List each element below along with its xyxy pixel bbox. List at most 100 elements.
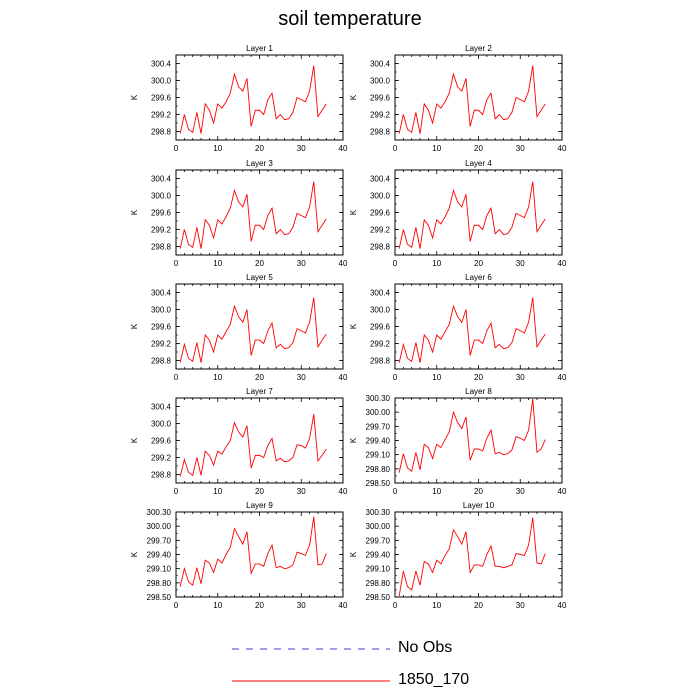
y-tick-label: 300.0 xyxy=(370,192,391,201)
y-tick-label: 299.70 xyxy=(366,422,391,431)
x-tick-label: 40 xyxy=(339,601,348,610)
y-tick-label: 298.50 xyxy=(366,593,391,602)
y-tick-label: 298.8 xyxy=(151,128,172,137)
y-axis-label: K xyxy=(130,437,139,443)
x-tick-label: 20 xyxy=(474,487,483,496)
plot-frame xyxy=(394,169,563,256)
x-tick-label: 20 xyxy=(474,259,483,268)
plot-frame xyxy=(175,169,344,256)
panel-layer-8: Layer 8 K 0 10 20 30 40 298.50 298.80 299.10 299.4… xyxy=(349,387,567,496)
panel-title: Layer 5 xyxy=(246,273,273,282)
panel-title: Layer 8 xyxy=(465,387,492,396)
y-axis-label: K xyxy=(130,323,139,329)
panel-title: Layer 7 xyxy=(246,387,273,396)
y-tick-label: 299.2 xyxy=(370,226,391,235)
y-tick-label: 300.4 xyxy=(370,60,391,69)
plot-frame xyxy=(394,54,563,141)
panel-title: Layer 4 xyxy=(465,159,492,168)
panel-title: Layer 3 xyxy=(246,159,273,168)
y-tick-label: 300.0 xyxy=(151,77,172,86)
y-tick-label: 298.80 xyxy=(366,465,391,474)
x-tick-label: 10 xyxy=(432,144,441,153)
y-tick-label: 300.0 xyxy=(151,306,172,315)
series-line xyxy=(398,398,546,473)
x-tick-label: 0 xyxy=(174,373,179,382)
plot-frame xyxy=(394,283,563,370)
y-tick-label: 298.80 xyxy=(366,579,391,588)
panel-title: Layer 10 xyxy=(463,501,495,510)
x-tick-label: 10 xyxy=(432,373,441,382)
y-tick-label: 300.0 xyxy=(151,420,172,429)
x-tick-label: 30 xyxy=(516,259,525,268)
y-axis-label: K xyxy=(130,551,139,557)
x-tick-label: 10 xyxy=(213,144,222,153)
panel-layer-2: Layer 2 K 0 10 20 30 40 298.8 299.2 299.6 300.0 300… xyxy=(349,44,567,153)
series-line xyxy=(398,517,546,597)
y-tick-label: 299.6 xyxy=(370,94,391,103)
plot-frame xyxy=(394,397,563,484)
y-tick-label: 299.6 xyxy=(370,323,391,332)
y-tick-label: 298.8 xyxy=(370,128,391,137)
y-tick-label: 300.0 xyxy=(370,77,391,86)
x-tick-label: 40 xyxy=(339,487,348,496)
y-tick-label: 298.50 xyxy=(147,593,172,602)
panel-title: Layer 9 xyxy=(246,501,273,510)
x-tick-label: 40 xyxy=(339,373,348,382)
x-tick-label: 40 xyxy=(558,487,567,496)
y-tick-label: 299.6 xyxy=(370,209,391,218)
x-tick-label: 10 xyxy=(213,259,222,268)
y-axis-label: K xyxy=(349,437,358,443)
series-line xyxy=(179,181,327,249)
y-axis-label: K xyxy=(349,323,358,329)
plot-frame xyxy=(175,511,344,598)
x-tick-label: 0 xyxy=(393,487,398,496)
x-tick-label: 30 xyxy=(297,487,306,496)
panel-layer-5: Layer 5 K 0 10 20 30 40 298.8 299.2 299.6 300.0 300… xyxy=(130,273,348,382)
x-tick-label: 10 xyxy=(213,487,222,496)
y-tick-label: 299.2 xyxy=(151,111,172,120)
y-tick-label: 300.4 xyxy=(151,289,172,298)
panel-layer-4: Layer 4 K 0 10 20 30 40 298.8 299.2 299.6 300.0 300… xyxy=(349,159,567,268)
y-tick-label: 299.2 xyxy=(370,340,391,349)
x-tick-label: 40 xyxy=(558,373,567,382)
x-tick-label: 20 xyxy=(255,601,264,610)
series-line xyxy=(398,65,546,134)
x-tick-label: 30 xyxy=(516,144,525,153)
panel-layer-3: Layer 3 K 0 10 20 30 40 298.8 299.2 299.6 300.0 300… xyxy=(130,159,348,268)
panel-layer-9: Layer 9 K 0 10 20 30 40 298.50 298.80 299.10 299.4… xyxy=(130,501,348,610)
y-tick-label: 299.6 xyxy=(151,437,172,446)
y-tick-label: 300.30 xyxy=(366,508,391,517)
panel-title: Layer 6 xyxy=(465,273,492,282)
x-tick-label: 0 xyxy=(393,144,398,153)
series-line xyxy=(179,516,327,587)
x-tick-label: 20 xyxy=(474,373,483,382)
y-tick-label: 299.6 xyxy=(151,94,172,103)
y-tick-label: 300.30 xyxy=(147,508,172,517)
y-tick-label: 298.8 xyxy=(370,357,391,366)
x-tick-label: 30 xyxy=(516,487,525,496)
y-tick-label: 299.6 xyxy=(151,323,172,332)
x-tick-label: 20 xyxy=(255,487,264,496)
y-tick-label: 299.40 xyxy=(147,551,172,560)
y-tick-label: 299.2 xyxy=(151,226,172,235)
y-tick-label: 300.00 xyxy=(366,522,391,531)
series-line xyxy=(398,181,546,249)
panel-layer-6: Layer 6 K 0 10 20 30 40 298.8 299.2 299.6 300.0 300… xyxy=(349,273,567,382)
x-tick-label: 40 xyxy=(558,144,567,153)
series-line xyxy=(398,297,546,363)
y-tick-label: 299.40 xyxy=(366,437,391,446)
x-tick-label: 0 xyxy=(393,259,398,268)
y-tick-label: 300.4 xyxy=(151,60,172,69)
panel-layer-1: Layer 1 K 0 10 20 30 40 298.8 299.2 299.6 300.0 300… xyxy=(130,44,348,153)
x-tick-label: 40 xyxy=(339,259,348,268)
x-tick-label: 30 xyxy=(297,373,306,382)
x-tick-label: 20 xyxy=(255,144,264,153)
x-tick-label: 40 xyxy=(558,259,567,268)
x-tick-label: 10 xyxy=(213,601,222,610)
y-tick-label: 299.2 xyxy=(151,454,172,463)
y-tick-label: 299.70 xyxy=(147,536,172,545)
series-line xyxy=(179,65,327,134)
x-tick-label: 20 xyxy=(255,259,264,268)
y-tick-label: 298.8 xyxy=(370,243,391,252)
x-tick-label: 0 xyxy=(174,259,179,268)
